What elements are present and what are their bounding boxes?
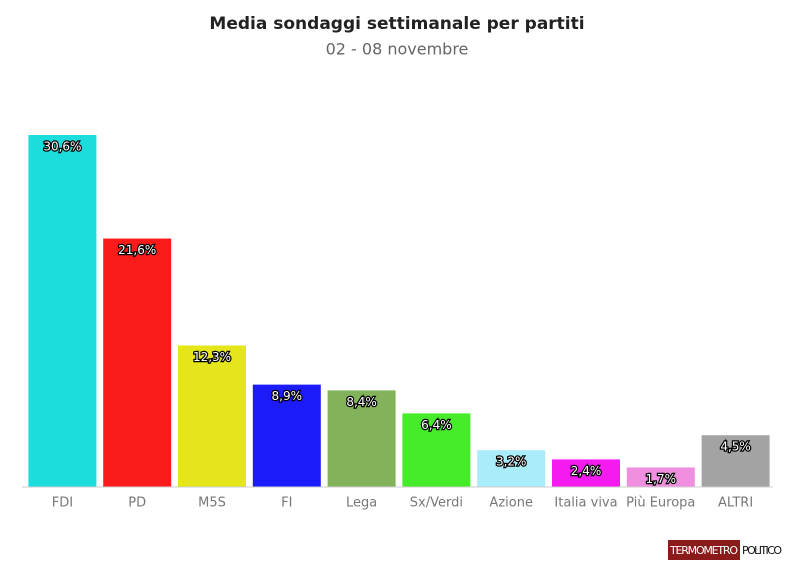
x-tick-label: FDI bbox=[52, 496, 73, 511]
x-tick-label: Italia viva bbox=[554, 496, 617, 511]
value-label: 12,3% bbox=[193, 350, 231, 364]
x-tick-label: Sx/Verdi bbox=[410, 496, 463, 511]
logo-right: POLITICO bbox=[742, 544, 782, 557]
value-label: 21,6% bbox=[118, 243, 156, 257]
value-label: 8,4% bbox=[346, 395, 377, 409]
x-tick-label: Più Europa bbox=[626, 496, 695, 511]
bar bbox=[477, 450, 546, 487]
bar bbox=[103, 238, 172, 487]
x-tick-label: FI bbox=[281, 496, 292, 511]
logo-left: TERMOMETRO bbox=[669, 544, 738, 557]
bar bbox=[28, 135, 97, 487]
x-tick-label: M5S bbox=[198, 496, 226, 511]
bar bbox=[626, 467, 695, 487]
value-label: 1,7% bbox=[646, 472, 677, 486]
bar bbox=[402, 413, 471, 487]
x-tick-label: PD bbox=[128, 496, 146, 511]
value-label: 2,4% bbox=[571, 464, 602, 478]
value-label: 8,9% bbox=[272, 389, 303, 403]
value-label: 3,2% bbox=[496, 455, 527, 469]
x-tick-label: ALTRI bbox=[718, 496, 753, 511]
x-tick-label: Azione bbox=[489, 496, 533, 511]
bar bbox=[552, 459, 620, 487]
bar bbox=[701, 435, 770, 487]
value-label: 4,5% bbox=[720, 440, 751, 454]
value-label: 6,4% bbox=[421, 418, 452, 432]
logo-box bbox=[668, 540, 740, 560]
bar bbox=[178, 345, 246, 487]
bar bbox=[327, 390, 396, 487]
value-label: 30,6% bbox=[43, 140, 81, 154]
x-tick-label: Lega bbox=[346, 496, 377, 511]
chart-subtitle: 02 - 08 novembre bbox=[326, 40, 469, 59]
chart-title: Media sondaggi settimanale per partiti bbox=[209, 14, 584, 34]
bar bbox=[252, 384, 321, 487]
